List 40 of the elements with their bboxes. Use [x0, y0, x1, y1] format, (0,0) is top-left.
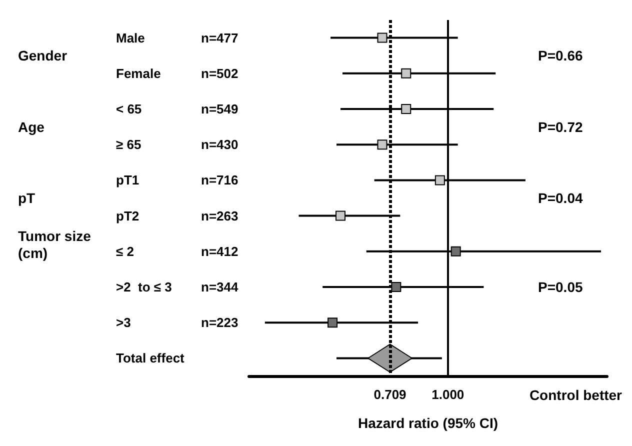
- y2-tick-label: n=344: [201, 280, 239, 294]
- y2-tick-label: n=223: [201, 315, 238, 330]
- annotation: P=0.05: [538, 279, 583, 295]
- y-tick-label: >3: [116, 315, 131, 330]
- x-tick-label: 0.709: [374, 387, 406, 402]
- y2-tick-label: n=716: [201, 172, 238, 188]
- y-tick-label: ≤ 2: [116, 244, 134, 259]
- y2-tick-label: n=263: [201, 208, 238, 224]
- text: pT: [18, 190, 36, 206]
- y2-tick-label: n=412: [201, 244, 238, 259]
- y2-tick-label: n=477: [201, 30, 238, 46]
- text: Age: [18, 118, 45, 135]
- point: [434, 175, 445, 186]
- y-tick-label: pT2: [116, 208, 140, 224]
- y2-tick-label: n=502: [201, 66, 238, 81]
- annotation: P=0.66: [538, 48, 583, 64]
- y2-tick-label: n=430: [201, 137, 238, 152]
- point: [328, 318, 338, 328]
- point: [377, 32, 388, 43]
- point: [391, 282, 402, 292]
- y-tick-label: >2 to ≤ 3: [116, 280, 172, 294]
- text: Tumor size (cm): [18, 228, 92, 261]
- y-tick-label: Female: [116, 66, 161, 81]
- y-tick-label: Male: [116, 30, 145, 46]
- point: [335, 210, 346, 221]
- y2-tick-label: n=549: [201, 102, 238, 116]
- y-tick-label: < 65: [116, 102, 142, 116]
- point: [450, 246, 461, 256]
- y-tick-label: ≥ 65: [116, 137, 142, 152]
- x-axis-title: Hazard ratio (95% CI): [358, 415, 498, 431]
- x-tick-label: 1.000: [432, 387, 464, 402]
- y-tick-label: Total effect: [116, 350, 186, 366]
- point: [401, 68, 412, 78]
- y-tick-label: pT1: [116, 172, 140, 188]
- point: [401, 104, 412, 114]
- annotation: P=0.72: [538, 118, 583, 135]
- point: [377, 140, 388, 150]
- annotation: P=0.04: [538, 190, 583, 206]
- text: Control better: [529, 387, 623, 403]
- text: Gender: [18, 48, 68, 64]
